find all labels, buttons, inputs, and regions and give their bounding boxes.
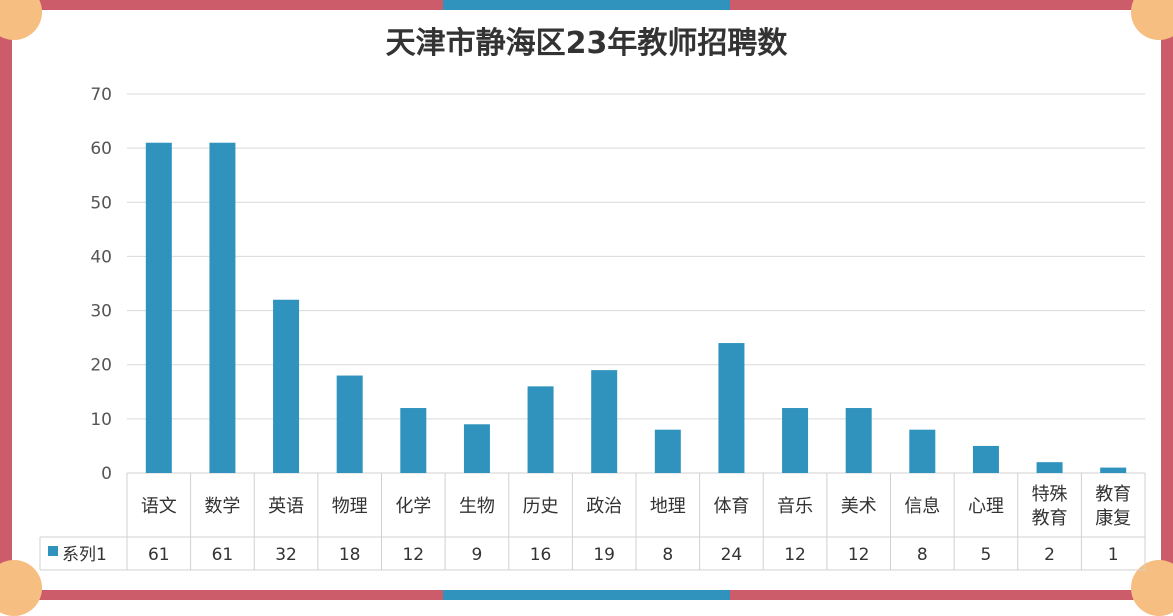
bar-14: [1036, 462, 1063, 473]
frame-bottom-accent: [443, 590, 730, 600]
table-value: 2: [1044, 545, 1055, 565]
category-label: 美术: [841, 496, 877, 517]
table-value: 18: [339, 545, 361, 565]
category-label: 教育康复: [1095, 484, 1131, 529]
table-value: 12: [784, 545, 806, 565]
bar-9: [718, 343, 745, 473]
bar-5: [463, 424, 490, 473]
y-tick-label: 0: [101, 464, 112, 484]
category-label: 物理: [332, 496, 368, 517]
category-label: 英语: [268, 496, 304, 517]
bar-0: [145, 142, 172, 473]
frame-left-border: [0, 0, 12, 600]
bar-13: [972, 445, 999, 473]
table-value: 1: [1108, 545, 1119, 565]
y-tick-label: 50: [90, 193, 112, 213]
y-tick-label: 70: [90, 85, 112, 105]
table-value: 24: [721, 545, 743, 565]
frame-top-accent: [443, 0, 730, 10]
bars: [145, 142, 1127, 473]
category-label: 心理: [968, 496, 1004, 517]
table-value: 12: [402, 545, 424, 565]
table-value: 9: [472, 545, 483, 565]
category-label: 地理: [650, 496, 686, 517]
table-value: 5: [981, 545, 992, 565]
bar-6: [527, 386, 554, 473]
y-tick-label: 30: [90, 302, 112, 322]
legend-label: 系列1: [62, 545, 107, 565]
category-label: 数学: [204, 496, 240, 517]
y-tick-label: 10: [90, 410, 112, 430]
category-label: 体育: [713, 496, 749, 517]
category-label: 政治: [586, 496, 622, 517]
table-value: 12: [848, 545, 870, 565]
y-axis-ticks: 0 10 20 30 40 50 60 70: [90, 85, 112, 484]
category-label: 生物: [459, 496, 495, 517]
bar-4: [400, 408, 427, 473]
table-value: 32: [275, 545, 297, 565]
table-value: 19: [593, 545, 615, 565]
table-value: 61: [148, 545, 170, 565]
bar-11: [845, 408, 872, 473]
bar-10: [782, 408, 809, 473]
y-tick-label: 40: [90, 247, 112, 267]
bar-12: [909, 429, 936, 473]
frame-right-border: [1161, 0, 1173, 600]
category-label: 音乐: [777, 496, 813, 517]
category-label: 化学: [395, 496, 431, 517]
table-value: 8: [917, 545, 928, 565]
table-value: 8: [662, 545, 673, 565]
category-label: 语文: [141, 496, 177, 517]
frame-bottom-border: [0, 590, 1173, 600]
category-label: 特殊教育: [1032, 484, 1068, 529]
y-tick-label: 20: [90, 356, 112, 376]
bar-2: [273, 299, 300, 473]
chart-title: 天津市静海区23年教师招聘数: [385, 26, 788, 61]
frame-top-border: [0, 0, 1173, 10]
bar-1: [209, 142, 236, 473]
legend-swatch: [48, 546, 58, 556]
table-value: 16: [530, 545, 552, 565]
category-label: 信息: [904, 496, 940, 517]
y-tick-label: 60: [90, 139, 112, 159]
category-label: 历史: [523, 496, 559, 517]
data-table-values: 61 61 32 18 12 9 16 19 8 24 12 12 8 5 2 1: [148, 545, 1119, 565]
bar-3: [336, 375, 363, 473]
bar-7: [591, 370, 618, 473]
bar-8: [654, 429, 681, 473]
legend: 系列1: [48, 545, 107, 565]
bar-chart: 0 10 20 30 40 50 60 70 语文 数学 英语 物理 化学 生物 历史 政治 地理 体育 音乐 美术…: [39, 85, 1146, 571]
bar-15: [1100, 467, 1127, 473]
table-value: 61: [212, 545, 234, 565]
